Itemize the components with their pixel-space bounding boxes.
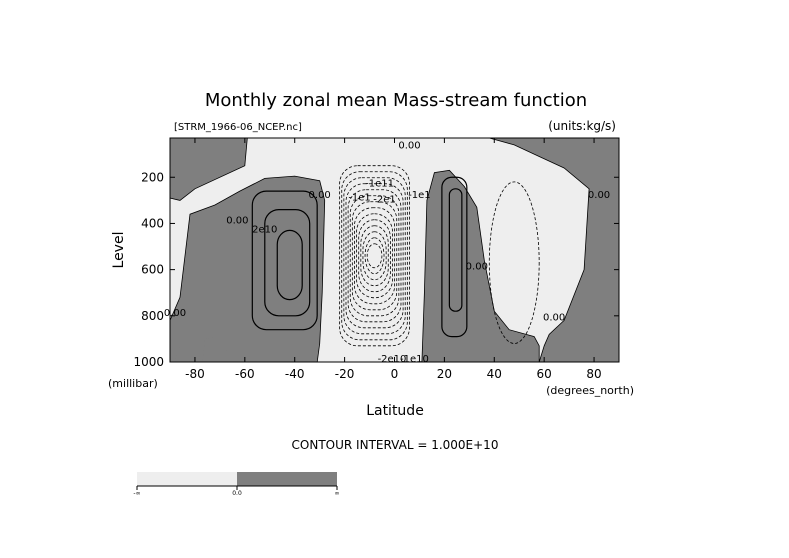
negative-contour-tropics-11	[360, 225, 389, 287]
contour-label-10: -2e10	[378, 354, 407, 365]
contour-label-3: 0.00	[309, 190, 331, 201]
negative-contour-tropics-4	[345, 183, 404, 329]
negative-contour-tropics-2	[341, 171, 408, 341]
chart-title: Monthly zonal mean Mass-stream function	[205, 90, 587, 111]
negative-contour-tropics-9	[356, 213, 393, 299]
colorbar: -∞ 0.0 ∞	[133, 472, 340, 497]
positive-contour-sh-1	[251, 190, 318, 331]
contour-label-13: -1e1	[348, 192, 371, 203]
contour-label-12: -1e1	[408, 190, 431, 201]
x-tick-label: -80	[185, 367, 205, 381]
contour-label-8: 2e10	[252, 225, 277, 236]
negative-contour-tropics-5	[347, 189, 402, 323]
contour-label-14: -1e10	[400, 354, 429, 365]
x-tick-label: 80	[586, 367, 601, 381]
negative-contour-tropics-7	[351, 201, 398, 311]
colorbar-mid-label: 0.0	[232, 490, 242, 497]
negative-contour-tropics-13	[364, 237, 385, 275]
plot-area: 0.00 0.00 0.00 0.00 0.00 0.00 0.00 2e10 -1e11 -2e…	[133, 137, 620, 381]
colorbar-positive-swatch	[237, 472, 337, 486]
contour-label-11: -2e1	[373, 195, 396, 206]
contour-label-1: 0.00	[398, 140, 420, 151]
positive-contour-nh-1	[441, 176, 468, 338]
positive-blob-sh	[202, 336, 230, 362]
x-axis-units: (degrees_north)	[546, 384, 634, 397]
y-tick-label: 400	[141, 216, 164, 230]
negative-contour-tropics-6	[349, 195, 400, 317]
contour-label-2: 0.00	[226, 215, 248, 226]
x-tick-label: -60	[235, 367, 255, 381]
positive-region-nh-cell	[421, 170, 540, 362]
negative-contour-tropics-8	[354, 207, 396, 305]
x-tick-label: -20	[335, 367, 355, 381]
positive-contour-sh-3	[276, 229, 303, 301]
negative-contour-nh	[488, 181, 540, 344]
negative-contour-tropics-3	[343, 177, 406, 335]
positive-region-sh-west	[170, 138, 248, 201]
units-label: (units:kg/s)	[548, 119, 616, 133]
x-tick-label: 40	[487, 367, 502, 381]
y-tick-label: 200	[141, 170, 164, 184]
contour-label-5: 0.00	[543, 312, 565, 323]
y-axis-label: Level	[111, 232, 127, 269]
y-tick-label: 1000	[133, 355, 164, 369]
contour-label-4: 0.00	[466, 262, 488, 273]
colorbar-right-label: ∞	[335, 490, 340, 497]
x-tick-label: -40	[285, 367, 305, 381]
negative-contour-tropics-10	[358, 219, 391, 293]
negative-contour-tropics-1	[339, 165, 410, 347]
x-tick-label: 0	[391, 367, 399, 381]
contour-label-6: 0.00	[588, 190, 610, 201]
colorbar-negative-swatch	[137, 472, 237, 486]
y-tick-label: 800	[141, 309, 164, 323]
x-tick-label: 60	[537, 367, 552, 381]
x-tick-label: 20	[437, 367, 452, 381]
contour-interval-note: CONTOUR INTERVAL = 1.000E+10	[292, 438, 499, 452]
x-axis-label: Latitude	[366, 403, 424, 419]
source-file-label: [STRM_1966-06_NCEP.nc]	[174, 122, 302, 133]
y-tick-label: 600	[141, 263, 164, 277]
positive-blob-sh2	[175, 345, 190, 362]
positive-region-nh-upper	[469, 138, 619, 362]
positive-contour-sh-2	[264, 208, 311, 317]
contour-label-7: 0.00	[164, 308, 186, 319]
negative-contour-tropics-12	[362, 231, 387, 281]
positive-region-sh-cell-outline	[169, 175, 326, 363]
colorbar-left-label: -∞	[133, 490, 140, 497]
contour-label-9: -1e11	[365, 178, 394, 189]
positive-contour-nh-2	[448, 188, 463, 312]
negative-contour-tropics-14	[366, 243, 383, 269]
positive-region-nh-cell-outline	[421, 169, 540, 363]
y-axis-units: (millibar)	[108, 377, 158, 390]
